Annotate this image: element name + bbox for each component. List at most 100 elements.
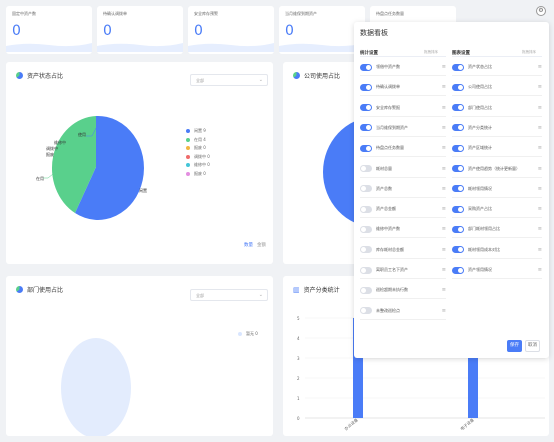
legend-item[interactable]: 闲置 9 [186, 127, 210, 136]
drag-handle-icon[interactable]: ≡ [537, 185, 542, 192]
status-filter-select[interactable]: 全部 ⌄ [190, 74, 268, 86]
toggle-switch[interactable] [452, 104, 464, 112]
setting-label: 离职员工名下资产 [376, 267, 408, 272]
bar [468, 318, 478, 418]
toggle-switch[interactable] [360, 286, 372, 294]
legend-dot-icon [186, 129, 190, 134]
toggle-switch[interactable] [360, 144, 372, 152]
toggle-switch[interactable] [360, 225, 372, 233]
drag-handle-icon[interactable]: ≡ [441, 287, 446, 294]
legend-item[interactable]: 维修中 0 [186, 161, 210, 170]
drag-handle-icon[interactable]: ≡ [441, 64, 446, 70]
setting-row: 领借中资产数 ≡ [360, 59, 446, 76]
drag-handle-icon[interactable]: ≡ [537, 246, 542, 253]
setting-label: 领借中资产数 [376, 64, 400, 69]
toggle-switch[interactable] [452, 144, 464, 152]
legend-item[interactable]: 暂无 0 [238, 330, 258, 339]
drag-handle-icon[interactable]: ≡ [537, 206, 542, 213]
toggle-switch[interactable] [452, 83, 464, 91]
stat-value: 0 [103, 23, 112, 39]
toggle-switch[interactable] [452, 124, 464, 132]
toggle-switch[interactable] [360, 307, 372, 315]
legend-dot-icon [186, 137, 190, 142]
setting-row: 耗材领用成本对比 ≡ [452, 242, 542, 259]
x-label: 电子设备 [459, 416, 475, 431]
toggle-switch[interactable] [452, 225, 464, 233]
drag-handle-icon[interactable]: ≡ [441, 267, 446, 273]
y-tick: 4 [297, 336, 300, 341]
department-filter-select[interactable]: 全部 ⌄ [190, 289, 268, 301]
drag-handle-icon[interactable]: ≡ [537, 124, 542, 131]
setting-row: 资产使用趋势（统计更新量） ≡ [452, 161, 542, 178]
toggle-switch[interactable] [360, 185, 372, 193]
toggle-switch[interactable] [452, 63, 464, 71]
drag-handle-icon[interactable]: ≡ [537, 165, 542, 172]
drag-handle-icon[interactable]: ≡ [441, 185, 446, 192]
legend-label: 报废 0 [194, 170, 206, 176]
bar [353, 318, 363, 418]
toggle-switch[interactable] [360, 266, 372, 274]
panel-title-text: 公司使用占比 [304, 73, 341, 80]
drag-handle-icon[interactable]: ≡ [537, 226, 542, 233]
cancel-button[interactable]: 取消 [525, 340, 540, 352]
legend-item[interactable]: 在用 4 [186, 136, 210, 145]
drag-handle-icon[interactable]: ≡ [441, 226, 446, 233]
stat-wave-chart [188, 43, 274, 52]
setting-row: 待确认调拨单 ≡ [360, 79, 446, 97]
drag-handle-icon[interactable]: ≡ [441, 307, 446, 314]
setting-row: 待盘点任务数量 ≡ [360, 140, 446, 158]
drag-handle-icon[interactable]: ≡ [537, 145, 542, 152]
toggle-switch[interactable] [360, 83, 372, 91]
setting-row: 维修中资产数 ≡ [360, 221, 446, 239]
setting-row: 离职员工名下资产 ≡ [360, 262, 446, 279]
setting-row: 资产区域统计 ≡ [452, 140, 542, 158]
toggle-switch[interactable] [452, 205, 464, 213]
toggle-switch[interactable] [360, 124, 372, 132]
toggle-switch[interactable] [452, 266, 464, 274]
drag-handle-icon[interactable]: ≡ [537, 84, 542, 91]
settings-toggle-icon[interactable]: ⚙ [536, 6, 546, 16]
setting-label: 待确认调拨单 [376, 84, 400, 90]
company-pie-chart [323, 118, 363, 226]
setting-row: 当月维保到期资产 ≡ [360, 120, 446, 137]
drag-handle-icon[interactable]: ≡ [537, 64, 542, 70]
drag-handle-icon[interactable]: ≡ [441, 145, 446, 152]
chevron-down-icon: ⌄ [258, 292, 263, 298]
toggle-switch[interactable] [360, 63, 372, 71]
toggle-switch[interactable] [360, 205, 372, 213]
pie-callout: 报废 [46, 152, 54, 157]
bar-chart-icon: ▥ [293, 285, 300, 294]
drag-handle-icon[interactable]: ≡ [441, 104, 446, 111]
stat-card-2: 待确认调拨单 0 [97, 6, 183, 54]
toggle-switch[interactable] [360, 246, 372, 254]
department-legend: 暂无 0 [238, 330, 258, 339]
drag-handle-icon[interactable]: ≡ [537, 267, 542, 273]
toggle-switch[interactable] [360, 165, 372, 172]
amount-toggle-link[interactable]: 金额 [257, 243, 266, 248]
count-toggle-link[interactable]: 数量 [244, 243, 253, 248]
legend-dot-icon [186, 171, 190, 176]
department-usage-panel: 部门使用占比 全部 ⌄ 暂无 0 [6, 276, 273, 436]
legend-item[interactable]: 报废 0 [186, 144, 210, 153]
setting-row: 安全库存警报 ≡ [360, 100, 446, 117]
stat-label: 安全库存预警 [194, 11, 218, 16]
y-tick: 3 [297, 356, 300, 361]
divider [452, 56, 542, 57]
drag-handle-icon[interactable]: ≡ [441, 84, 446, 91]
drag-handle-icon[interactable]: ≡ [537, 104, 542, 111]
toggle-switch[interactable] [452, 246, 464, 254]
drag-handle-icon[interactable]: ≡ [441, 165, 446, 172]
legend-item[interactable]: 调拨中 0 [186, 153, 210, 162]
toggle-switch[interactable] [360, 104, 372, 112]
y-tick: 2 [297, 376, 300, 381]
drag-handle-icon[interactable]: ≡ [441, 206, 446, 213]
toggle-switch[interactable] [452, 165, 464, 172]
pie-callout: 闲置 [139, 188, 147, 193]
drag-handle-icon[interactable]: ≡ [441, 246, 446, 253]
legend-item[interactable]: 报废 0 [186, 170, 210, 179]
setting-row: 部门使用占比 ≡ [452, 100, 542, 117]
save-button[interactable]: 保存 [507, 340, 522, 352]
drag-handle-icon[interactable]: ≡ [441, 124, 446, 131]
toggle-switch[interactable] [452, 185, 464, 193]
setting-label: 采购资产占比 [468, 206, 492, 212]
